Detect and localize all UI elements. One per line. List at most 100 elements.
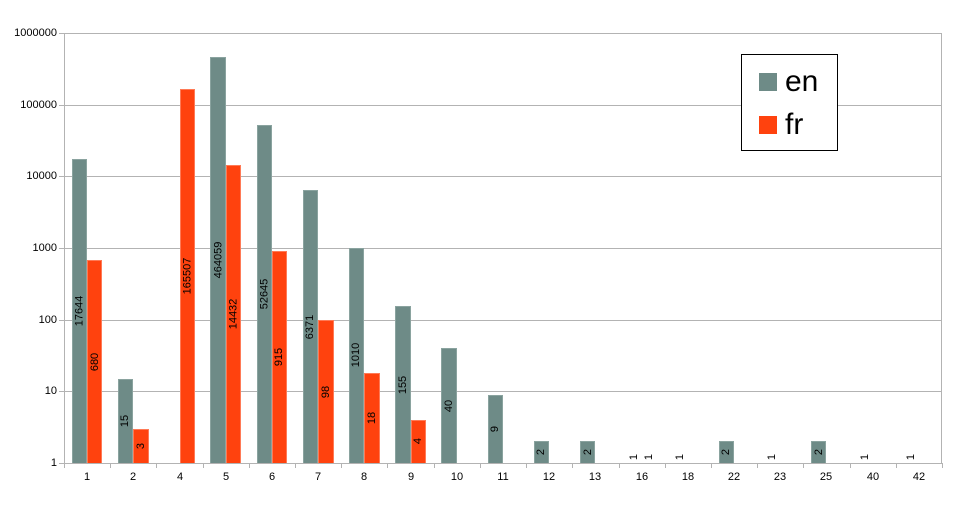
data-label-en-8: 1010	[350, 343, 363, 368]
x-tick-label: 42	[912, 471, 926, 483]
gridline	[64, 320, 942, 321]
y-tick	[59, 248, 64, 249]
x-tick-label: 25	[819, 471, 833, 483]
gridline	[64, 248, 942, 249]
x-tick-label: 7	[314, 471, 322, 483]
data-label-en-10: 40	[443, 399, 456, 412]
bar-en-11	[487, 394, 503, 463]
data-label-en-11: 9	[489, 425, 502, 432]
data-label-en-22: 2	[720, 449, 733, 456]
bar-fr-2	[133, 428, 149, 463]
data-label-en-42: 1	[905, 453, 918, 460]
x-tick	[249, 463, 250, 468]
x-tick	[64, 463, 65, 468]
bar-en-10	[441, 348, 457, 463]
bar-en-9	[395, 306, 411, 463]
x-tick	[203, 463, 204, 468]
legend-swatch-en	[759, 73, 777, 91]
gridline	[64, 105, 942, 106]
x-tick-label: 5	[222, 471, 230, 483]
x-tick	[156, 463, 157, 468]
bar-fr-7	[318, 320, 334, 463]
x-tick-label: 8	[360, 471, 368, 483]
data-label-en-13: 2	[581, 449, 594, 456]
legend-swatch-fr	[759, 116, 777, 134]
data-label-fr-6: 915	[273, 347, 286, 367]
bar-en-8	[348, 247, 365, 463]
data-label-en-1: 17644	[73, 295, 86, 327]
y-tick	[59, 463, 64, 464]
y-tick	[59, 320, 64, 321]
data-label-fr-1: 680	[88, 352, 101, 371]
x-tick-label: 22	[727, 471, 741, 483]
data-label-en-5: 464059	[212, 241, 225, 279]
bar-fr-4	[179, 88, 195, 463]
x-tick	[711, 463, 712, 468]
x-tick	[896, 463, 897, 468]
data-label-en-40: 1	[858, 453, 871, 460]
y-tick-label: 1	[50, 457, 57, 469]
y-tick	[59, 33, 64, 34]
bar-fr-8	[364, 373, 380, 463]
data-label-fr-9: 4	[412, 438, 425, 445]
bar-en-6	[256, 124, 272, 463]
y-tick-label: 100000	[20, 99, 57, 111]
data-label-en-6: 52645	[258, 278, 271, 310]
x-tick	[757, 463, 758, 468]
x-tick-label: 6	[268, 471, 276, 483]
x-tick	[110, 463, 111, 468]
y-axis	[64, 33, 65, 464]
y-tick-label: 10000	[26, 170, 57, 182]
bar-en-13	[580, 441, 596, 463]
x-tick-label: 9	[407, 471, 415, 483]
x-tick	[665, 463, 666, 468]
gridline	[64, 33, 942, 34]
bar-en-12	[533, 441, 550, 463]
x-tick	[850, 463, 851, 468]
x-tick	[295, 463, 296, 468]
legend-item-en: en	[759, 67, 818, 97]
data-label-en-9: 155	[396, 375, 409, 394]
legend-label-fr: fr	[785, 108, 804, 141]
plot-area	[64, 33, 942, 463]
legend-label-en: en	[785, 65, 819, 98]
y-tick	[59, 391, 64, 392]
data-label-en-23: 1	[766, 453, 779, 460]
bar-en-7	[302, 190, 319, 463]
x-tick-label: 40	[866, 471, 880, 483]
x-tick-label: 4	[176, 471, 184, 483]
legend: en fr	[741, 54, 838, 151]
bar-fr-1	[87, 260, 103, 463]
y-tick-label: 100	[38, 314, 57, 326]
y-tick-label: 10	[44, 385, 57, 397]
bar-en-1	[71, 158, 88, 463]
bar-fr-5	[225, 164, 242, 463]
x-tick-label: 18	[681, 471, 695, 483]
x-tick-label: 2	[129, 471, 137, 483]
x-tick-label: 11	[497, 471, 509, 483]
x-axis	[64, 463, 942, 464]
x-tick	[572, 463, 573, 468]
x-tick	[803, 463, 804, 468]
y-tick	[59, 176, 64, 177]
x-tick	[619, 463, 620, 468]
x-tick	[387, 463, 388, 468]
x-tick-label: 16	[635, 471, 649, 483]
data-label-fr-5: 14432	[227, 298, 240, 330]
data-label-en-7: 6371	[304, 314, 317, 339]
x-tick	[480, 463, 481, 468]
data-label-fr-2: 3	[135, 442, 148, 449]
data-label-fr-7: 98	[319, 385, 332, 398]
y-tick-label: 1000000	[14, 27, 57, 39]
bar-en-2	[117, 378, 134, 463]
x-tick-label: 13	[588, 471, 602, 483]
x-tick-label: 10	[450, 471, 464, 483]
x-tick	[942, 463, 943, 468]
y-tick	[59, 105, 64, 106]
bar-en-25	[811, 441, 827, 463]
bar-en-5	[210, 56, 226, 463]
data-label-fr-16: 1	[643, 453, 656, 460]
data-label-en-16: 1	[627, 453, 640, 460]
y-tick-label: 1000	[32, 242, 57, 254]
